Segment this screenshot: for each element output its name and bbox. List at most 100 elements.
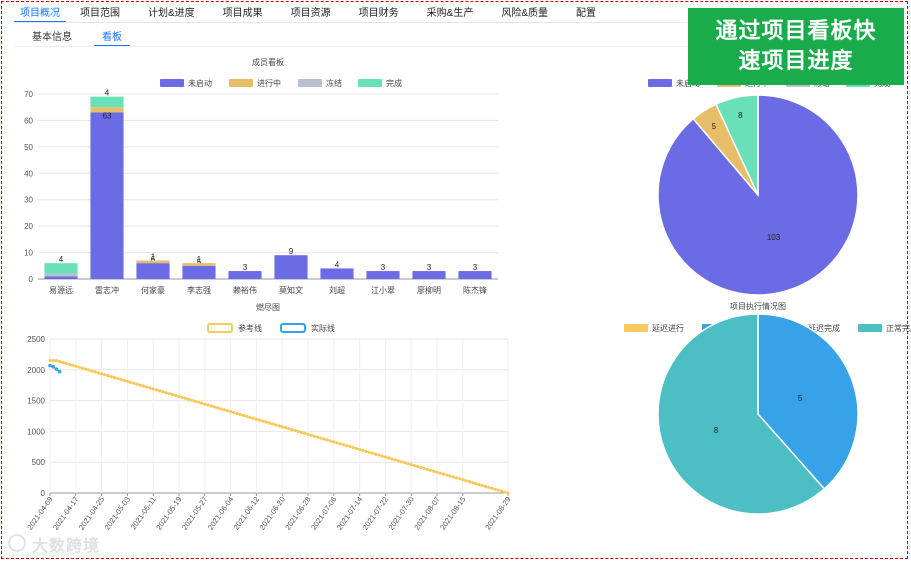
legend-label: 正常完成 — [886, 323, 911, 333]
y-tick-label: 10 — [24, 249, 33, 258]
y-tick-label: 500 — [32, 458, 46, 467]
tab-procurement[interactable]: 采购&生产 — [426, 8, 474, 19]
reference-point — [196, 400, 200, 404]
reference-point — [58, 359, 62, 364]
reference-point — [480, 483, 484, 488]
execution-pie-title: 项目执行情况图 — [730, 301, 786, 311]
reference-point — [312, 434, 317, 438]
reference-point — [412, 463, 417, 468]
reference-point — [332, 440, 336, 444]
reference-point — [348, 445, 352, 449]
reference-point — [74, 364, 78, 368]
reference-point — [393, 458, 397, 462]
x-tick-label: 赖裕伟 — [233, 285, 257, 295]
tab-resources[interactable]: 项目资源 — [290, 8, 331, 19]
reference-point — [351, 445, 355, 450]
bar-segment — [44, 276, 78, 279]
reference-point — [151, 387, 155, 391]
bar-value-label: 3 — [473, 263, 478, 272]
reference-point — [90, 369, 94, 373]
watermark-text: 大数跨境 — [32, 538, 101, 555]
reference-point — [354, 446, 359, 451]
legend-label: 延迟进行 — [652, 323, 684, 333]
member-chart-legend: 未启动 进行中 冻结 完成 — [160, 78, 402, 88]
reference-point — [154, 388, 159, 392]
tab-scope[interactable]: 项目范围 — [80, 8, 120, 19]
actual-point — [48, 363, 52, 368]
reference-point — [54, 358, 59, 363]
reference-point — [206, 403, 210, 407]
reference-point — [190, 398, 194, 402]
tab-finance[interactable]: 项目财务 — [358, 8, 399, 19]
reference-point — [483, 484, 488, 488]
legend-swatch — [858, 324, 882, 332]
reference-point — [261, 419, 265, 423]
bar-segment — [182, 265, 216, 279]
reference-point — [293, 428, 297, 433]
reference-point — [141, 384, 146, 388]
tab-plan[interactable]: 计划&进度 — [148, 8, 195, 19]
reference-point — [474, 481, 478, 486]
reference-point — [496, 488, 500, 492]
reference-point — [67, 362, 71, 366]
reference-point — [193, 399, 197, 403]
reference-point — [454, 476, 458, 480]
legend-swatch — [160, 79, 184, 87]
y-tick-label: 60 — [24, 116, 33, 125]
reference-point — [432, 469, 436, 473]
reference-point — [438, 471, 442, 475]
reference-point — [428, 468, 433, 472]
pie-value-label: 5 — [798, 394, 803, 403]
reference-point — [461, 478, 465, 482]
reference-point — [370, 451, 375, 455]
reference-point — [406, 462, 410, 466]
reference-point — [148, 386, 152, 390]
tab-results[interactable]: 项目成果 — [222, 8, 263, 19]
reference-point — [358, 447, 362, 452]
reference-point — [274, 423, 278, 427]
reference-point — [80, 366, 84, 370]
actual-point — [54, 367, 59, 371]
reference-point — [103, 373, 107, 377]
tab-risk[interactable]: 风险&质量 — [501, 8, 549, 19]
reference-point — [222, 408, 226, 412]
main-tabs: 项目概况 项目范围 计划&进度 项目成果 项目资源 项目财务 采购&生产 风险&… — [14, 6, 602, 23]
reference-point — [341, 443, 346, 447]
member-chart-title: 成员看板 — [252, 57, 284, 67]
reference-point — [490, 486, 494, 490]
reference-point — [283, 426, 288, 430]
reference-point — [225, 409, 229, 413]
tab-config[interactable]: 配置 — [576, 8, 597, 19]
bar-segment — [228, 271, 262, 279]
reference-point — [470, 480, 475, 485]
bar-segment — [320, 268, 354, 279]
reference-point — [280, 425, 284, 429]
x-tick-label: 陈杰锋 — [463, 285, 487, 295]
reference-point — [319, 436, 323, 440]
bar-segment — [90, 107, 124, 113]
bar-segment — [90, 96, 124, 108]
reference-point — [235, 411, 239, 416]
x-tick-label: 刘超 — [329, 285, 345, 295]
legend-label: 实际线 — [311, 323, 335, 333]
reference-point — [203, 402, 207, 406]
reference-point — [345, 444, 349, 448]
execution-pie-chart: 58 — [657, 313, 859, 515]
legend-label: 参考线 — [238, 323, 262, 333]
reference-point — [112, 375, 117, 380]
reference-point — [106, 374, 110, 378]
reference-point — [503, 490, 507, 494]
subtab-basic-info[interactable]: 基本信息 — [32, 32, 72, 43]
reference-point — [435, 470, 439, 474]
reference-point — [145, 385, 149, 389]
reference-point — [506, 491, 510, 495]
reference-point — [467, 480, 471, 484]
bar-value-label: 63 — [103, 112, 112, 121]
reference-point — [325, 438, 329, 442]
x-tick-label: 2021-05-11 — [129, 495, 158, 531]
reference-point — [335, 441, 339, 445]
reference-point — [199, 401, 204, 405]
actual-point — [57, 369, 62, 374]
reference-point — [448, 474, 452, 478]
